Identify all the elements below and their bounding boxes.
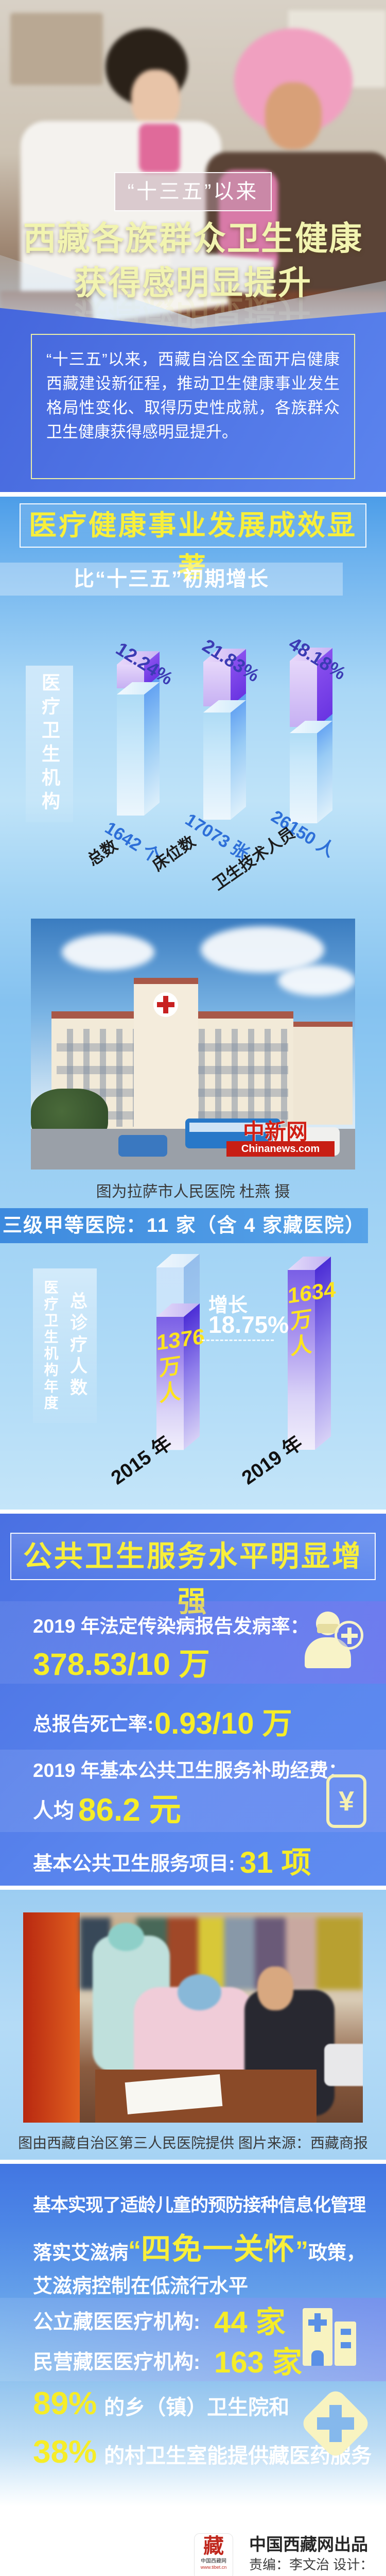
icon-plus-circle — [335, 1621, 363, 1650]
grade3-hospitals-banner: 三级甲等医院：11 家（含 4 家藏医院） — [0, 1208, 368, 1243]
logo-url: www.tibet.cn — [200, 2565, 227, 2570]
hospital-photo: 中新网 Chinanews.com — [31, 919, 355, 1170]
wall-shape — [23, 1912, 80, 2123]
red-cross-badge — [153, 992, 178, 1017]
bus-windows — [189, 1123, 276, 1132]
photo1-caption: 图为拉萨市人民医院 杜燕 摄 — [96, 1183, 290, 1200]
produced-by: 中国西藏网出品 — [249, 2535, 368, 2554]
public-health-section-background — [0, 1514, 386, 1886]
logo-name: 中国西藏网 — [201, 2558, 226, 2564]
intro-text-box: “十三五”以来，西藏自治区全面开启健康西藏建设新征程，推动卫生健康事业发生格局性… — [31, 334, 355, 479]
chart1-axis-label-box: 医疗卫生机构 — [26, 666, 73, 822]
chart2-growth-value: 18.75% — [208, 1311, 289, 1338]
public-tibetan-label: 公立藏医医疗机构: — [33, 2311, 200, 2333]
icon-cross-bar — [317, 2417, 354, 2430]
credits-photographer: 封图摄影：赵耀 — [249, 2573, 343, 2576]
bar-front-face: 1634 万人 — [288, 1268, 336, 1450]
aids-policy-line: 落实艾滋病 “ 四免一关怀 ” 政策， — [33, 2225, 365, 2268]
cross-bar — [157, 1002, 174, 1007]
death-rate-label: 总报告死亡率: — [33, 1714, 154, 1735]
quote-open: “ — [128, 2236, 141, 2265]
chart2-growth-label: 增长 — [208, 1295, 248, 1316]
infectious-rate-label: 2019 年法定传染病报告发病率： — [33, 1616, 309, 1637]
icon-annex — [335, 2321, 356, 2366]
private-tibetan-label: 民营藏医医疗机构: — [33, 2351, 200, 2374]
cloud-shape — [278, 965, 355, 996]
section2-title: 公共卫生服务水平明显增强 — [10, 1533, 376, 1618]
footer — [0, 2506, 386, 2576]
value-unit: 万人 — [290, 1306, 312, 1359]
service-items-value: 31 项 — [240, 1846, 311, 1879]
chart2-axis-label: 医疗卫生机构年度 — [42, 1280, 59, 1412]
checkup-photo — [23, 1912, 363, 2123]
service-items-label: 基本公共卫生服务项目: — [33, 1853, 235, 1875]
growth-banner: 比“十三五”初期增长 — [0, 563, 343, 596]
private-tibetan-value: 163 家 — [214, 2346, 302, 2379]
chart2-value-2019: 1634 万人 — [288, 1268, 336, 1360]
chart2-metric-label: 总诊疗人数 — [67, 1292, 87, 1400]
bp-monitor-shape — [324, 2044, 363, 2086]
intro-section-background — [0, 308, 386, 492]
hospital-wing — [293, 1022, 353, 1125]
bar-front-face — [203, 662, 231, 820]
bar-front-face: 1376 万人 — [156, 1315, 204, 1450]
page-title-line2: 获得感明显提升 — [74, 264, 312, 302]
subsidy-label: 2019 年基本公共卫生服务补助经费： — [33, 1760, 347, 1781]
aids-control-line: 艾滋病控制在低流行水平 — [33, 2276, 249, 2297]
aids-policy-suffix: 政策， — [308, 2242, 366, 2263]
taxi-shape — [118, 1135, 167, 1157]
death-rate-value: 0.93/10 万 — [154, 1707, 292, 1740]
photo-frame-shape — [10, 13, 103, 85]
aids-policy-prefix: 落实艾滋病 — [33, 2242, 128, 2263]
bar-front-face — [290, 661, 317, 823]
masked-doctor-plus-icon — [305, 1612, 365, 1668]
nurse2-cap-shape — [178, 1974, 221, 2010]
growth-dashed-line — [202, 1340, 274, 1341]
intro-text: “十三五”以来，西藏自治区全面开启健康西藏建设新征程，推动卫生健康事业发生格局性… — [46, 350, 340, 441]
site-logo: 藏 中国西藏网 www.tibet.cn — [195, 2534, 233, 2576]
icon-mask — [317, 1624, 339, 1633]
hospital-building-icon — [303, 2302, 356, 2366]
township-text: 的乡（镇）卫生院和 — [104, 2396, 290, 2419]
page-title-line1: 西藏各族群众卫生健康 — [23, 219, 363, 258]
credits-editor-designer: 责编：李文治 设计：苏洋 — [249, 2557, 374, 2572]
era-badge: “十三五”以来 — [114, 172, 272, 211]
subsidy-prefix: 人均 — [33, 1800, 74, 1822]
chinanews-watermark-en: Chinanews.com — [226, 1141, 335, 1157]
vaccination-line: 基本实现了适龄儿童的预防接种信息化管理 — [33, 2195, 366, 2215]
aids-policy-highlight: 四免一关怀 — [141, 2232, 296, 2266]
yuan-banknote-icon: ¥ — [326, 1774, 366, 1828]
quote-close: ” — [295, 2236, 309, 2265]
icon-window — [341, 2342, 351, 2348]
section1-title: 医疗健康事业发展成效显著 — [20, 503, 366, 583]
chart2-axis-label-box: 医疗卫生机构年度 总诊疗人数 — [33, 1268, 97, 1423]
photo2-caption: 图由西藏自治区第三人民医院提供 图片来源：西藏商报 — [18, 2135, 368, 2151]
township-line: 89% 的乡（镇）卫生院和 — [33, 2385, 289, 2422]
infectious-rate-value: 378.53/10 万 — [33, 1647, 210, 1682]
icon-door — [311, 2350, 324, 2366]
value-unit: 万人 — [159, 1353, 181, 1406]
icon-plus-bar — [341, 1634, 358, 1638]
icon-window — [341, 2329, 351, 2335]
icon-cross-bar — [308, 2319, 327, 2326]
cloud-shape — [201, 926, 324, 973]
nurse1-cap-shape — [108, 1923, 144, 1951]
subsidy-panel — [0, 1750, 386, 1832]
chinanews-watermark-cn: 中新网 — [242, 1120, 308, 1144]
doctor-collar-shape — [139, 124, 180, 173]
village-pct: 38% — [33, 2434, 97, 2470]
public-tibetan-value: 44 家 — [214, 2306, 286, 2339]
cloud-shape — [62, 934, 154, 970]
icon-tower — [303, 2308, 332, 2366]
subsidy-value: 86.2 元 — [78, 1792, 181, 1828]
chart1-group-label: 医疗卫生机构 — [39, 673, 60, 815]
logo-glyph: 藏 — [203, 2534, 224, 2558]
chart2-value-2015: 1376 万人 — [156, 1315, 204, 1407]
woman-face-shape — [265, 82, 322, 149]
doctor-face-shape — [131, 70, 180, 129]
township-pct: 89% — [33, 2386, 97, 2421]
hospital-tower — [134, 978, 198, 1130]
patient-face-shape — [257, 1967, 293, 2010]
